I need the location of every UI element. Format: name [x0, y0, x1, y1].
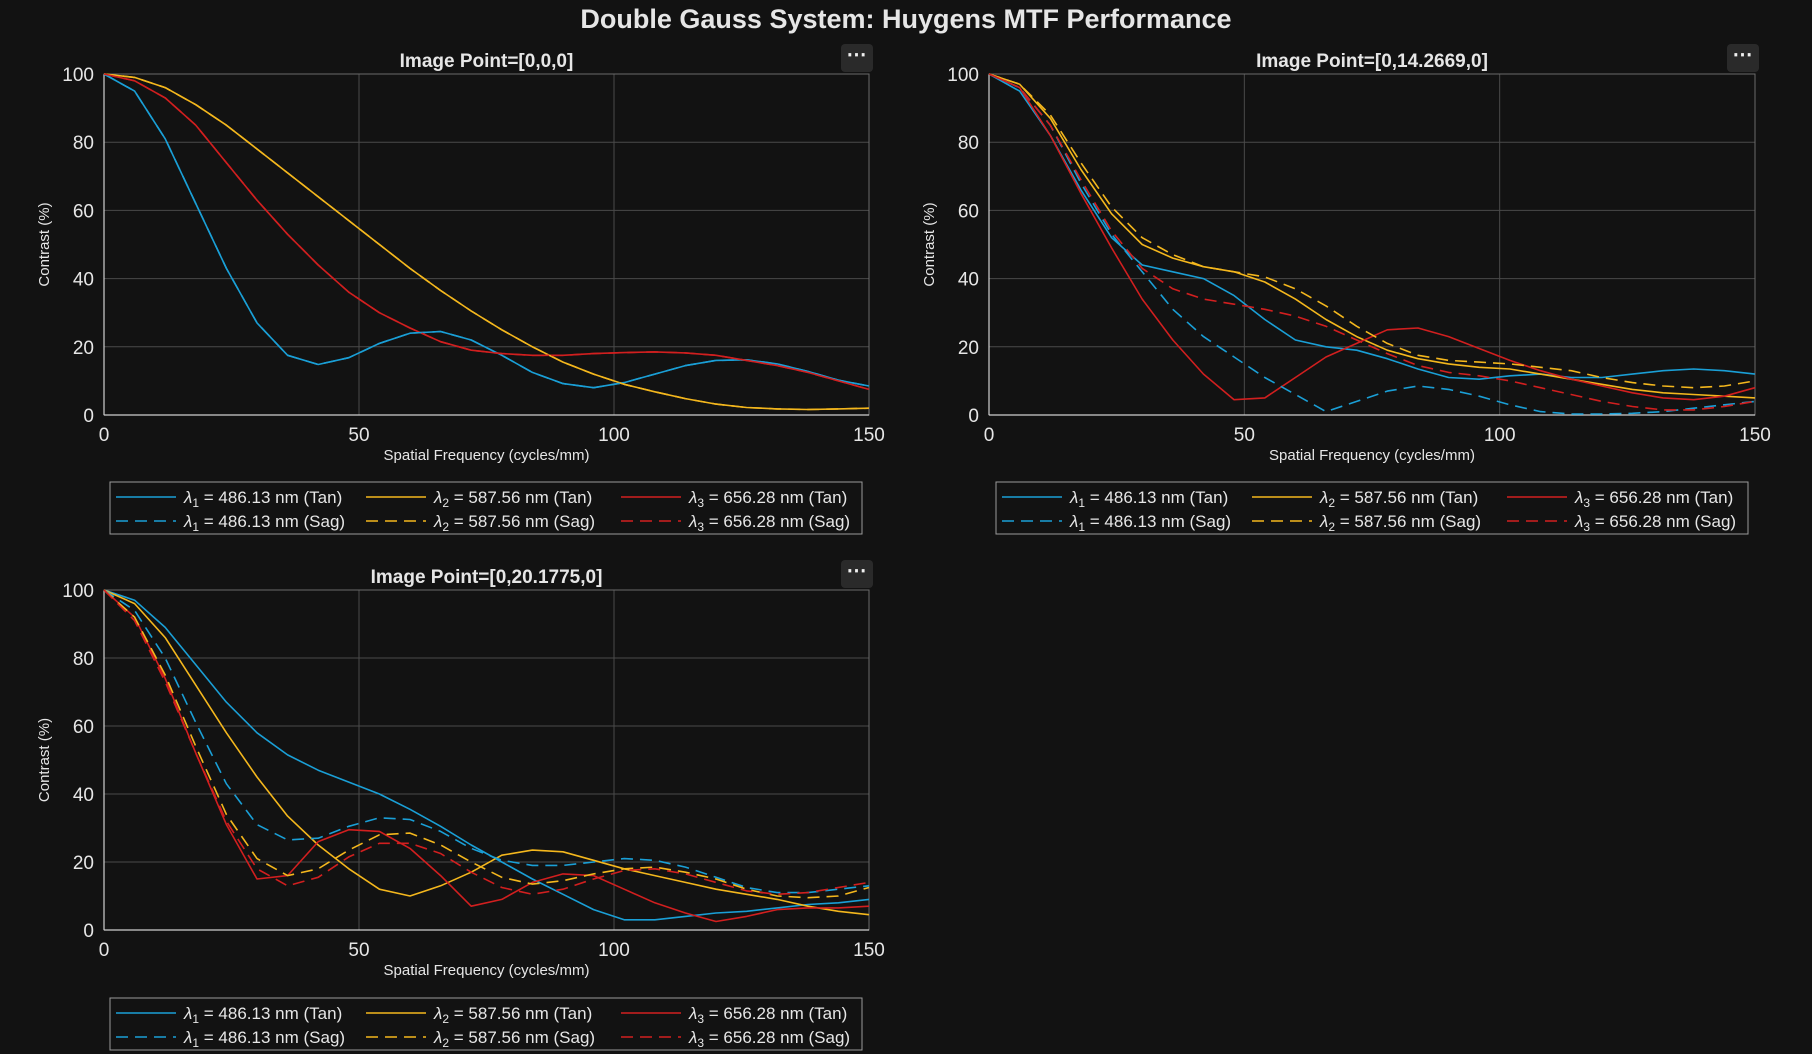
x-tick-label: 100 [598, 425, 630, 446]
x-axis-label: Spatial Frequency (cycles/mm) [1269, 447, 1475, 464]
series-line-3 [988, 73, 1756, 401]
series-line-6 [103, 73, 870, 391]
axes-menu-button[interactable]: ⋯ [1727, 44, 1759, 72]
y-tick-label: 0 [968, 406, 979, 427]
legend: λ1 = 486.13 nm (Tan) λ2 = 587.56 nm (Tan)… [109, 481, 863, 535]
ellipsis-icon: ⋯ [846, 560, 868, 582]
chart-panel-2: 0 50 100 150 0 20 40 60 80 100 Image Point=[0,14.2… [921, 51, 1771, 535]
ellipsis-icon: ⋯ [1732, 44, 1754, 66]
series-line-1 [988, 73, 1756, 380]
legend: λ1 = 486.13 nm (Tan) λ2 = 587.56 nm (Tan)… [995, 481, 1749, 535]
x-tick-label: 0 [99, 425, 110, 446]
x-tick-label: 150 [1739, 425, 1771, 446]
series-line-2 [103, 73, 870, 411]
y-axis-label: Contrast (%) [36, 718, 53, 802]
legend-box [995, 481, 1749, 535]
legend-label: λ2 = 587.56 nm (Tan) [433, 1004, 592, 1026]
y-tick-label: 100 [947, 65, 979, 86]
series-line-5 [103, 589, 870, 899]
y-tick-label: 20 [73, 338, 94, 359]
series-line-4 [103, 73, 870, 389]
x-tick-label: 50 [348, 425, 369, 446]
series-line-2 [103, 589, 870, 916]
y-tick-label: 0 [83, 921, 94, 942]
legend: λ1 = 486.13 nm (Tan) λ2 = 587.56 nm (Tan)… [109, 997, 863, 1051]
x-tick-label: 0 [99, 940, 110, 961]
axes-menu-button[interactable]: ⋯ [841, 560, 873, 588]
y-tick-label: 80 [73, 649, 94, 670]
chart-title: Image Point=[0,14.2669,0] [1256, 51, 1488, 72]
chart-title: Image Point=[0,20.1775,0] [371, 567, 603, 588]
y-tick-label: 80 [73, 133, 94, 154]
x-tick-label: 150 [853, 940, 885, 961]
x-tick-label: 150 [853, 425, 885, 446]
legend-label: λ3 = 656.28 nm (Tan) [688, 488, 847, 510]
y-tick-label: 40 [73, 785, 94, 806]
y-tick-label: 100 [62, 581, 94, 602]
y-tick-label: 0 [83, 406, 94, 427]
x-tick-label: 50 [348, 940, 369, 961]
x-tick-label: 100 [598, 940, 630, 961]
series-line-5 [103, 73, 870, 411]
y-tick-label: 60 [73, 717, 94, 738]
legend-label: λ3 = 656.28 nm (Tan) [688, 1004, 847, 1026]
series-line-6 [988, 73, 1756, 411]
y-tick-label: 20 [958, 338, 979, 359]
legend-box [109, 481, 863, 535]
series-line-4 [988, 73, 1756, 415]
series-line-5 [988, 73, 1756, 389]
plot-area [988, 73, 1756, 416]
legend-box [109, 997, 863, 1051]
series-line-4 [103, 589, 870, 894]
legend-label: λ1 = 486.13 nm (Sag) [183, 1028, 345, 1050]
x-axis-label: Spatial Frequency (cycles/mm) [384, 447, 590, 464]
legend-label: λ1 = 486.13 nm (Tan) [183, 488, 342, 510]
legend-label: λ2 = 587.56 nm (Sag) [433, 1028, 595, 1050]
series-line-2 [988, 73, 1756, 399]
x-tick-label: 50 [1234, 425, 1255, 446]
y-tick-label: 40 [73, 270, 94, 291]
x-tick-label: 0 [984, 425, 995, 446]
y-axis-label: Contrast (%) [36, 202, 53, 286]
legend-label: λ3 = 656.28 nm (Sag) [1574, 512, 1736, 534]
x-axis-label: Spatial Frequency (cycles/mm) [384, 962, 590, 979]
legend-label: λ2 = 587.56 nm (Tan) [433, 488, 592, 510]
ellipsis-icon: ⋯ [846, 44, 868, 66]
y-axis-label: Contrast (%) [921, 202, 938, 286]
legend-label: λ2 = 587.56 nm (Tan) [1319, 488, 1478, 510]
series-line-6 [103, 589, 870, 896]
chart-panel-3: 0 50 100 150 0 20 40 60 80 100 Image Point=[0,20.1… [36, 567, 885, 1051]
legend-label: λ2 = 587.56 nm (Sag) [1319, 512, 1481, 534]
legend-label: λ3 = 656.28 nm (Sag) [688, 1028, 850, 1050]
series-line-3 [103, 589, 870, 923]
chart-title: Image Point=[0,0,0] [400, 51, 574, 72]
legend-label: λ1 = 486.13 nm (Tan) [183, 1004, 342, 1026]
legend-label: λ3 = 656.28 nm (Sag) [688, 512, 850, 534]
axes-menu-button[interactable]: ⋯ [841, 44, 873, 72]
y-tick-label: 20 [73, 853, 94, 874]
y-tick-label: 100 [62, 65, 94, 86]
legend-label: λ2 = 587.56 nm (Sag) [433, 512, 595, 534]
plot-area [103, 73, 870, 416]
legend-label: λ1 = 486.13 nm (Sag) [1069, 512, 1231, 534]
series-line-1 [103, 589, 870, 921]
y-tick-label: 60 [73, 201, 94, 222]
y-tick-label: 60 [958, 201, 979, 222]
figure-title: Double Gauss System: Huygens MTF Perform… [580, 4, 1232, 34]
legend-label: λ1 = 486.13 nm (Sag) [183, 512, 345, 534]
series-line-3 [103, 73, 870, 391]
chart-panel-1: 0 50 100 150 0 20 40 60 80 100 Image Point=[0,0,0]… [36, 51, 885, 535]
series-line-1 [103, 73, 870, 389]
y-tick-label: 80 [958, 133, 979, 154]
x-tick-label: 100 [1484, 425, 1516, 446]
y-tick-label: 40 [958, 270, 979, 291]
legend-label: λ1 = 486.13 nm (Tan) [1069, 488, 1228, 510]
legend-label: λ3 = 656.28 nm (Tan) [1574, 488, 1733, 510]
